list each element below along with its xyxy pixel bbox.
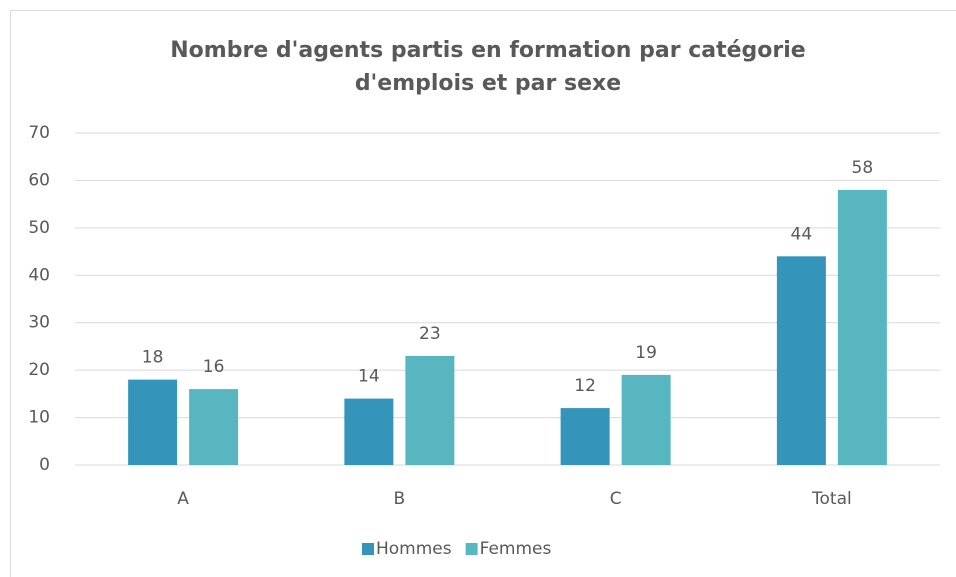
x-tick-label: B [394,489,406,509]
y-tick-label: 50 [28,218,50,238]
data-label: 16 [203,357,225,377]
legend-label: Femmes [480,539,552,559]
bar [837,189,887,465]
x-tick-label: C [610,489,622,509]
chart-border [10,10,956,577]
x-tick-label: Total [811,489,852,509]
legend-swatch [362,543,374,555]
y-tick-label: 70 [28,123,50,143]
y-tick-label: 20 [28,360,50,380]
bar [776,256,826,465]
chart-title: Nombre d'agents partis en formation par … [170,38,806,96]
y-tick-label: 30 [28,313,50,333]
bar [560,408,610,465]
bar [344,398,394,465]
data-label: 12 [574,376,596,396]
bar [621,374,671,465]
y-tick-label: 0 [39,455,50,475]
bar [189,389,239,465]
data-label: 58 [852,158,874,178]
data-label: 18 [142,348,164,368]
bar [128,379,178,465]
data-label: 19 [635,343,657,363]
legend-label: Hommes [376,539,452,559]
x-tick-label: A [177,489,189,509]
data-label: 44 [791,224,813,244]
data-label: 23 [419,324,441,344]
y-tick-label: 10 [28,408,50,428]
data-label: 14 [358,367,380,387]
bar [405,355,455,465]
legend-swatch [465,543,478,555]
y-tick-label: 60 [28,170,50,190]
y-tick-label: 40 [28,265,50,285]
